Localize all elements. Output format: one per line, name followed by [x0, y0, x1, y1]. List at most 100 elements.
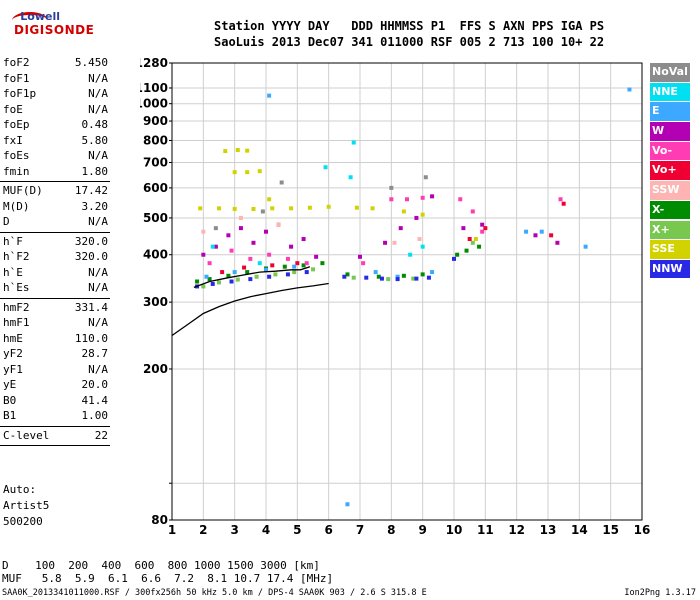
param-value: 20.0	[81, 378, 109, 391]
echo-point	[267, 274, 272, 279]
param-value: N/A	[88, 281, 108, 294]
echo-point	[213, 244, 218, 249]
echo-point	[395, 274, 400, 279]
param-value: N/A	[88, 71, 108, 85]
echo-point	[267, 252, 272, 257]
echo-point	[370, 206, 375, 211]
x-tick-label: 5	[293, 523, 301, 535]
y-tick-label: 900	[143, 114, 168, 128]
param-value: 5.80	[81, 133, 109, 147]
logo-swoosh-icon	[12, 12, 48, 29]
echo-point	[289, 206, 294, 211]
auto-label: Auto:	[3, 483, 37, 496]
y-tick-label: 1280	[140, 56, 168, 70]
echo-point	[217, 206, 221, 211]
echo-point	[232, 206, 237, 211]
distance-row: D 100 200 400 600 800 1000 1500 3000 [km…	[2, 559, 320, 572]
param-key: fmin	[3, 164, 30, 178]
x-tick-label: 14	[571, 523, 588, 535]
param-row: B0 41.4	[0, 394, 110, 410]
param-row: hmF2 331.4	[0, 301, 110, 317]
echo-point	[539, 229, 544, 234]
echo-point	[282, 264, 287, 269]
echo-point	[461, 226, 466, 231]
echo-point	[248, 277, 253, 282]
param-key: M(D)	[3, 199, 30, 213]
param-key: B1	[3, 409, 17, 422]
legend-item: Vo-	[650, 141, 690, 161]
x-tick-label: 3	[230, 523, 238, 535]
echo-point	[257, 261, 262, 266]
echo-point	[245, 148, 250, 153]
echo-point	[351, 140, 356, 145]
echo-point	[420, 244, 425, 249]
echo-point	[627, 87, 632, 92]
echo-point	[207, 261, 212, 266]
param-divider	[0, 297, 110, 299]
x-tick-label: 11	[477, 523, 494, 535]
echo-point	[304, 261, 309, 266]
x-tick-label: 10	[446, 523, 463, 535]
param-key: foF1	[3, 71, 30, 85]
auto-program: Artist5	[3, 499, 50, 512]
echo-point	[285, 256, 290, 261]
echo-point	[464, 248, 469, 253]
echo-point	[210, 281, 215, 286]
param-row: foEp 0.48	[0, 118, 110, 134]
header-labels: Station YYYY DAY DDD HHMMSS P1 FFS S AXN…	[214, 19, 605, 33]
echo-point	[295, 261, 300, 266]
echo-point	[483, 226, 488, 231]
echo-point	[524, 229, 529, 234]
param-value: 1.80	[81, 164, 109, 178]
echo-point	[226, 273, 231, 278]
echo-point	[470, 209, 475, 214]
profile-trace	[193, 266, 311, 289]
echo-point	[213, 226, 218, 231]
legend-item: E	[650, 102, 690, 121]
echo-point	[373, 270, 378, 275]
echo-point	[235, 277, 240, 282]
param-key: foE	[3, 102, 23, 116]
param-key: foF1p	[3, 87, 37, 100]
param-key: h`Es	[3, 281, 30, 294]
echo-point	[467, 237, 472, 242]
param-row: h`F2 320.0	[0, 250, 110, 266]
echo-point	[558, 197, 563, 202]
x-tick-label: 9	[418, 523, 426, 535]
echo-point	[307, 205, 312, 210]
param-key: hmF1	[3, 316, 30, 329]
param-row: hmE 110.0	[0, 332, 110, 348]
param-row: yF1 N/A	[0, 363, 110, 379]
x-tick-label: 1	[168, 523, 176, 535]
param-key: hmE	[3, 331, 23, 345]
param-row: yF2 28.7	[0, 347, 110, 363]
param-key: foF2	[3, 56, 30, 69]
echo-point	[314, 254, 319, 259]
echo-point	[533, 233, 538, 238]
param-row: foF1p N/A	[0, 87, 110, 103]
echo-point	[270, 263, 275, 268]
param-value: 0.48	[81, 118, 109, 131]
param-value: N/A	[88, 87, 108, 100]
echo-point	[351, 275, 356, 280]
y-tick-label: 1100	[140, 81, 168, 95]
param-key: MUF(D)	[3, 184, 43, 197]
echo-point	[201, 284, 206, 289]
param-divider	[0, 181, 110, 182]
y-tick-label: 200	[143, 362, 168, 376]
echo-point	[411, 276, 416, 281]
echo-point	[420, 272, 425, 277]
param-row: C-level 22	[0, 429, 110, 445]
echo-point	[254, 274, 259, 279]
echo-point	[285, 272, 290, 277]
muf-distance-table: D 100 200 400 600 800 1000 1500 3000 [km…	[2, 559, 333, 585]
echo-point	[583, 244, 588, 249]
echo-point	[383, 240, 388, 245]
echo-point	[426, 275, 431, 280]
echo-point	[232, 270, 237, 275]
logo-text-digisonde: DIGISONDE	[14, 23, 95, 37]
legend-item: NNE	[650, 82, 690, 102]
echo-point	[301, 263, 306, 268]
echo-point	[458, 197, 463, 202]
echo-point	[320, 261, 325, 266]
